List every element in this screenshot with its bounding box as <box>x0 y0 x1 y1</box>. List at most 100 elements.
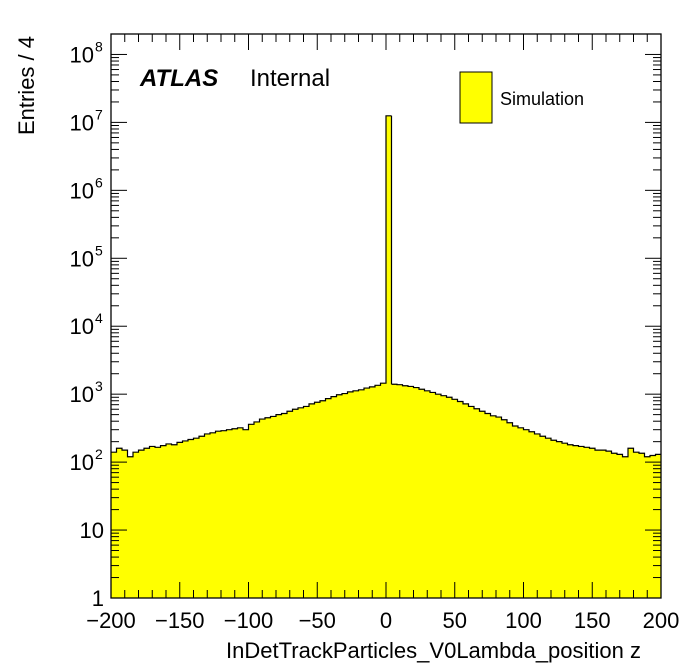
y-axis-title: Entries / 4 <box>14 36 39 135</box>
histogram-bar <box>650 455 656 598</box>
y-tick-label: 10 <box>70 450 94 475</box>
histogram-bar <box>446 397 453 598</box>
histogram-bar <box>573 445 579 598</box>
histogram-bar <box>463 403 469 598</box>
histogram-bar <box>133 452 139 598</box>
histogram-bar <box>529 431 535 598</box>
histogram-bar <box>182 440 189 598</box>
histogram-bar <box>540 436 546 598</box>
legend: Simulation <box>459 71 584 124</box>
y-tick-label-exponent: 6 <box>95 174 103 190</box>
histogram-bar <box>210 432 216 598</box>
histogram-bar <box>204 433 211 598</box>
histogram-bar <box>474 408 480 598</box>
y-tick-label: 10 <box>70 110 94 135</box>
x-tick-labels: −200 −150 −100 −50 0 50 100 150 200 <box>86 608 679 633</box>
histogram-bar <box>265 417 271 598</box>
histogram-bar <box>413 387 420 598</box>
histogram-bar <box>199 436 205 598</box>
histogram-bar <box>353 390 359 598</box>
histogram-bar <box>149 446 156 598</box>
x-tick-label: 0 <box>380 608 392 633</box>
y-tick-label: 10 <box>70 178 94 203</box>
histogram-bar <box>424 390 431 598</box>
x-tick-label: −50 <box>299 608 336 633</box>
histogram-bar <box>380 383 387 598</box>
histogram-bar <box>320 400 326 598</box>
histogram-bar <box>408 386 414 598</box>
histogram-bar <box>490 415 497 598</box>
histogram-bar <box>221 430 227 598</box>
histogram-bar <box>600 450 607 598</box>
histogram-bar <box>287 411 293 598</box>
x-tick-label: 100 <box>505 608 542 633</box>
y-tick-label-exponent: 8 <box>95 38 103 54</box>
histogram-bar <box>138 450 145 598</box>
histogram-bar <box>430 392 436 598</box>
histogram-bar <box>155 447 161 598</box>
histogram-bar <box>567 444 574 598</box>
y-tick-label: 10 <box>70 246 94 271</box>
histogram-bar <box>551 440 557 598</box>
histogram-bar <box>419 389 425 598</box>
histogram-bar <box>369 386 376 598</box>
y-tick-label: 10 <box>70 42 94 67</box>
histogram-bar <box>556 441 563 598</box>
y-tick-label-exponent: 4 <box>95 310 103 326</box>
histogram-bar <box>562 443 568 598</box>
histogram-bar <box>589 448 596 598</box>
x-tick-label: 150 <box>574 608 611 633</box>
histogram-bar <box>248 424 255 598</box>
histogram-bar <box>331 396 337 598</box>
histogram-bar <box>391 384 398 598</box>
histogram-bar <box>485 413 491 598</box>
x-axis-title: InDetTrackParticles_V0Lambda_position z <box>226 638 641 663</box>
histogram-bar <box>116 448 123 598</box>
histogram-bar <box>441 395 447 598</box>
histogram-bar <box>595 450 601 598</box>
histogram-bar <box>298 407 304 598</box>
histogram-bar <box>342 393 348 598</box>
histogram-bar <box>402 385 409 598</box>
histogram-bar <box>193 438 200 598</box>
y-tick-label-exponent: 5 <box>95 242 103 258</box>
histogram-bar <box>259 419 266 598</box>
histogram-bar <box>336 394 343 598</box>
histogram-bar <box>111 452 117 598</box>
histogram-bar <box>309 403 315 598</box>
x-tick-label: 50 <box>443 608 467 633</box>
histogram-bar <box>188 439 194 598</box>
histogram-bar <box>166 443 172 598</box>
histogram-bar <box>518 427 524 598</box>
axis-ticks <box>110 33 662 599</box>
legend-label-simulation: Simulation <box>500 89 584 109</box>
histogram-bar <box>496 417 502 598</box>
histogram-bar <box>347 391 354 598</box>
histogram-bar <box>254 421 260 598</box>
histogram-bar <box>215 431 222 598</box>
histogram-bar <box>622 456 629 598</box>
atlas-status-text: Internal <box>250 65 330 92</box>
histogram-bar <box>452 399 458 598</box>
histogram-bar <box>628 448 634 598</box>
histogram-bar <box>127 456 134 598</box>
legend-swatch-simulation <box>459 71 493 124</box>
histogram-bar <box>534 433 541 598</box>
histogram-bars <box>111 115 662 598</box>
histogram-bar <box>292 409 299 598</box>
histogram-bar <box>644 456 651 598</box>
histogram-bar <box>226 429 233 598</box>
y-tick-label: 10 <box>70 314 94 339</box>
histogram-bar <box>501 419 508 598</box>
histogram-bar <box>457 401 464 598</box>
histogram-bar <box>507 422 513 598</box>
histogram-bar <box>303 406 310 598</box>
histogram-bar <box>243 429 249 598</box>
histogram-bar <box>512 426 519 598</box>
atlas-logo-text: ATLAS <box>139 65 218 92</box>
histogram-bar <box>276 414 282 598</box>
y-tick-label-exponent: 3 <box>95 378 103 394</box>
histogram-bar <box>171 444 178 598</box>
histogram-bar <box>232 428 238 598</box>
histogram-bar <box>611 453 618 598</box>
